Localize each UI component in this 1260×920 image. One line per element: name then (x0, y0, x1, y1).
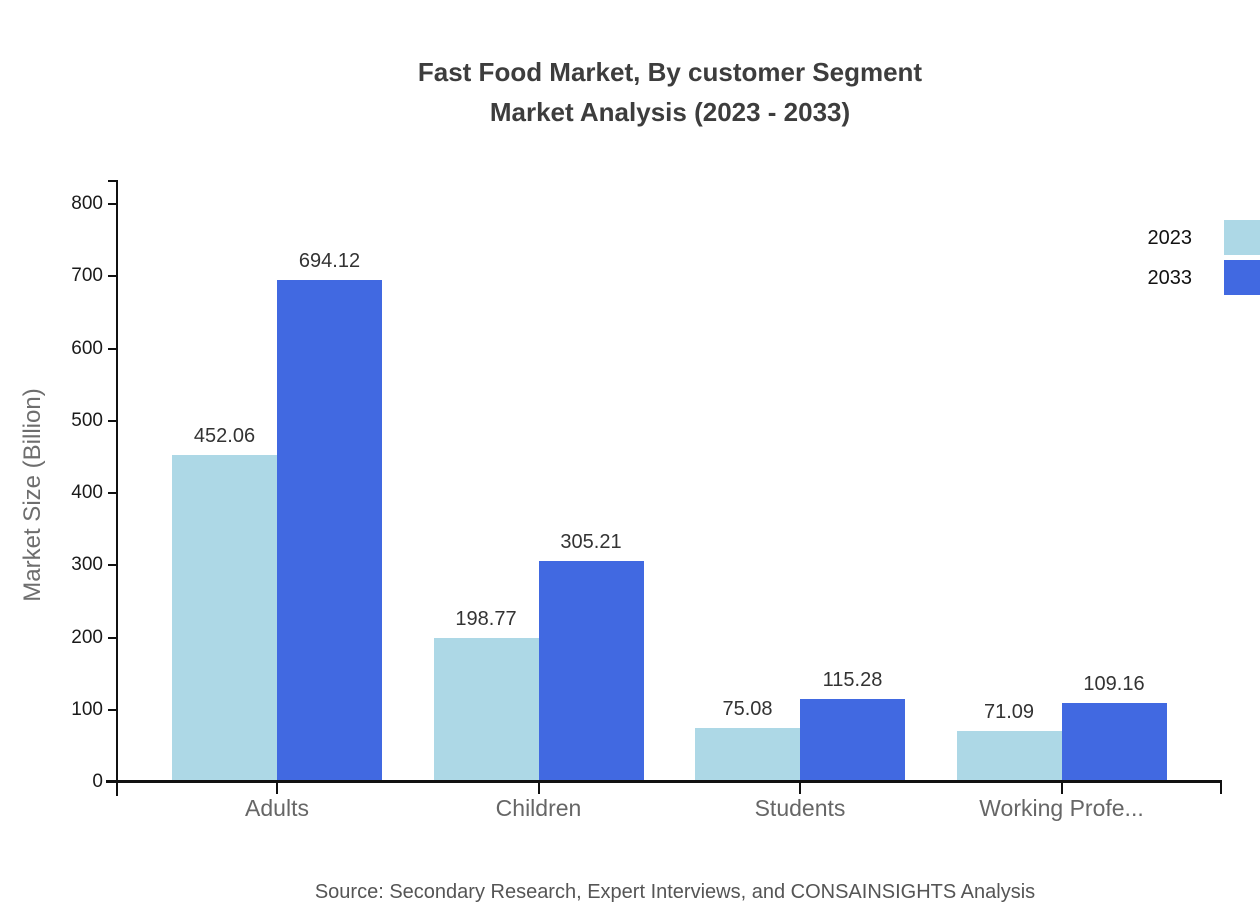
legend-swatch-2023 (1224, 220, 1260, 255)
source-attribution: Source: Secondary Research, Expert Inter… (314, 881, 1036, 903)
y-tick (108, 275, 116, 278)
bar-value-label: 109.16 (1083, 673, 1145, 696)
x-category-label-working-profe-: Working Profe... (979, 795, 1144, 821)
bar-value-label: 694.12 (298, 250, 361, 273)
y-tick-label: 600 (71, 337, 103, 359)
x-tick (799, 783, 801, 794)
y-axis-line (116, 180, 118, 796)
x-tick (276, 783, 278, 794)
bar-2033-students (800, 698, 905, 782)
y-tick (108, 636, 116, 639)
bar-2023-adults (172, 455, 277, 782)
x-tick (1060, 783, 1063, 794)
y-tick-label: 300 (71, 554, 103, 576)
legend-label-2033: 2033 (1147, 267, 1193, 289)
x-axis-line (106, 780, 1222, 783)
y-axis-end-tick (108, 180, 116, 182)
y-tick (108, 419, 116, 422)
bar-2033-children (538, 561, 644, 782)
y-tick (108, 203, 116, 205)
legend-label-2023: 2023 (1147, 227, 1193, 249)
bar-value-label: 71.09 (983, 700, 1035, 723)
y-tick-label: 400 (71, 482, 103, 503)
y-tick-label: 0 (92, 771, 103, 792)
y-tick-label: 700 (71, 265, 103, 287)
chart-title: Fast Food Market, By customer Segment Ma… (80, 52, 1260, 132)
x-category-label-adults: Adults (245, 795, 309, 821)
y-tick (108, 347, 116, 350)
y-tick (108, 708, 116, 711)
x-category-label-students: Students (754, 795, 846, 821)
y-tick (108, 564, 116, 567)
y-tick-label: 500 (71, 409, 103, 431)
bar-value-label: 75.08 (722, 697, 773, 720)
bar-2023-working-profe- (956, 730, 1062, 782)
chart-title-line2: Market Analysis (2023 - 2033) (489, 97, 851, 127)
x-axis-end-tick (1220, 780, 1222, 794)
bar-2023-students (695, 727, 800, 782)
bar-value-label: 198.77 (455, 608, 517, 631)
bar-2023-children (433, 638, 539, 782)
bar-2033-working-profe- (1061, 703, 1167, 782)
chart-title-line1: Fast Food Market, By customer Segment (417, 57, 923, 87)
bar-value-label: 305.21 (560, 531, 622, 554)
bar-value-label: 115.28 (822, 668, 883, 691)
x-category-label-children: Children (495, 795, 582, 821)
y-tick-label: 100 (71, 698, 103, 720)
bar-value-label: 452.06 (193, 425, 256, 448)
y-tick-label: 200 (71, 626, 103, 648)
x-tick (537, 783, 540, 794)
y-tick-label: 800 (71, 193, 103, 214)
legend-swatch-2033 (1224, 260, 1260, 295)
bar-2033-adults (277, 280, 382, 782)
y-tick (108, 492, 116, 494)
